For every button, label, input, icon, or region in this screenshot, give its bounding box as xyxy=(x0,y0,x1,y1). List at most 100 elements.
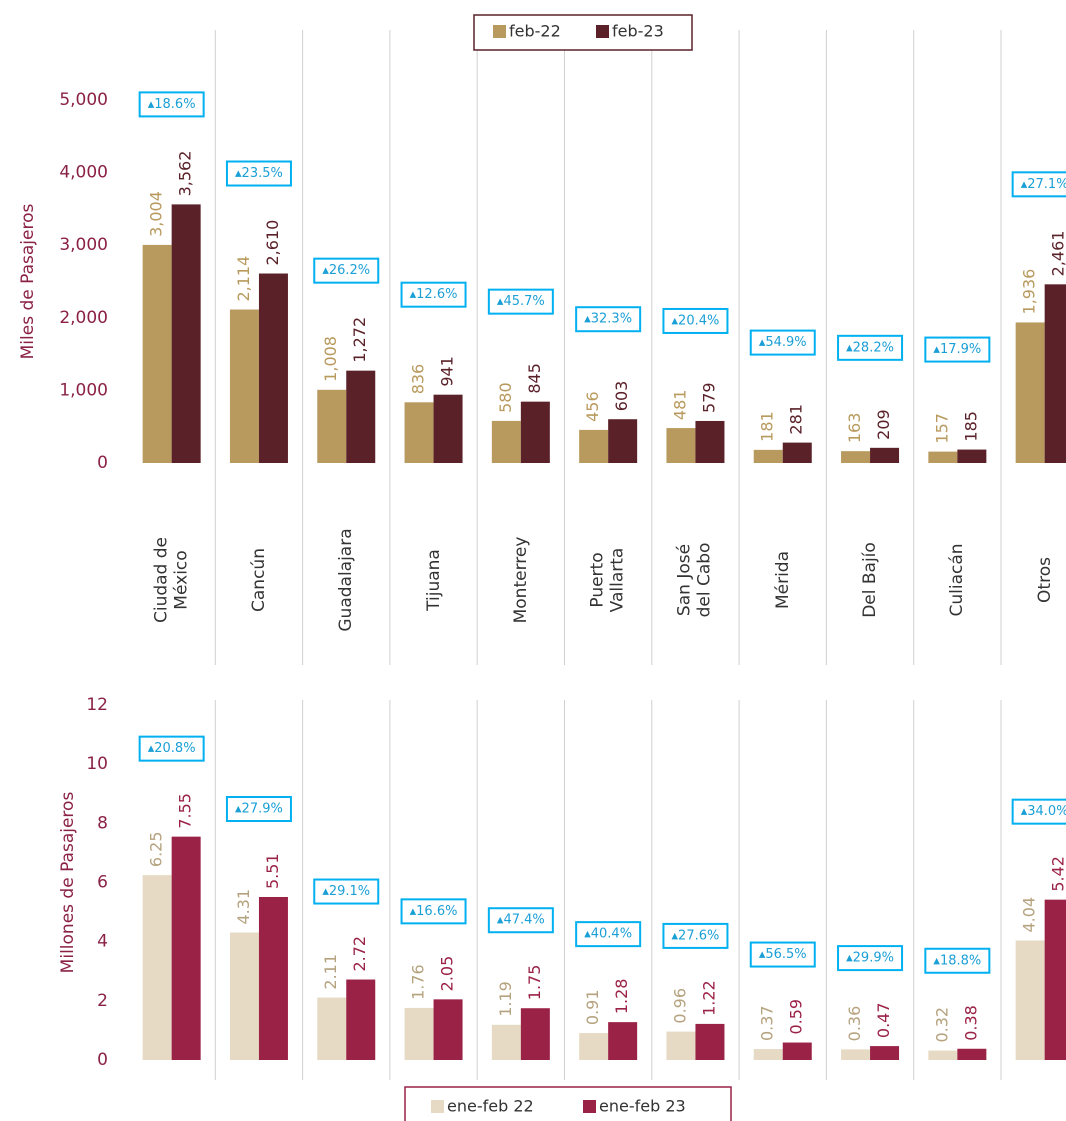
annotation-box xyxy=(575,921,642,948)
bar xyxy=(1044,284,1066,463)
y-tick-label: 8 xyxy=(97,813,108,833)
value-label: 0.32 xyxy=(932,1007,951,1043)
annotation-box xyxy=(138,91,205,118)
y-tick-label: 0 xyxy=(97,1050,108,1070)
legend-swatch xyxy=(583,1100,596,1113)
y-tick-label: 4,000 xyxy=(59,163,108,183)
legend-swatch xyxy=(493,25,506,38)
annotation-box xyxy=(400,898,467,925)
annotation-box xyxy=(225,160,292,187)
bar xyxy=(928,1050,958,1060)
annotation-box xyxy=(313,257,380,284)
bar xyxy=(782,442,812,463)
value-label: 3,562 xyxy=(176,151,195,197)
value-label: 456 xyxy=(583,391,602,422)
x-tick-label: Ciudad de México xyxy=(151,536,192,624)
value-label: 6.25 xyxy=(147,831,166,867)
annotation: ▴45.7% xyxy=(497,294,545,309)
x-tick-label: Cancún xyxy=(248,548,269,612)
annotation-box xyxy=(400,281,467,308)
annotation: ▴12.6% xyxy=(410,287,458,302)
annotation-box xyxy=(837,945,904,972)
legend-label: feb-23 xyxy=(612,22,664,41)
bar xyxy=(841,451,871,463)
value-label: 163 xyxy=(845,413,864,444)
bar xyxy=(841,1049,871,1060)
annotation: ▴56.5% xyxy=(759,947,807,962)
value-label: 1.28 xyxy=(612,979,631,1015)
y-tick-label: 6 xyxy=(97,873,108,893)
value-label: 0.36 xyxy=(845,1006,864,1042)
bar xyxy=(317,389,347,463)
bar xyxy=(433,999,463,1060)
annotation: ▴26.2% xyxy=(322,263,370,278)
bar xyxy=(317,997,347,1060)
annotation-box xyxy=(749,941,816,968)
annotation: ▴29.9% xyxy=(846,951,894,966)
annotation-box xyxy=(313,878,380,905)
value-label: 481 xyxy=(670,390,689,421)
annotation: ▴29.1% xyxy=(322,884,370,899)
bar xyxy=(229,309,259,463)
bar xyxy=(346,979,376,1060)
x-tick-label: San José del Cabo xyxy=(675,542,716,618)
annotation: ▴18.8% xyxy=(933,953,981,968)
bar xyxy=(957,1048,987,1060)
value-label: 4.31 xyxy=(234,889,253,925)
value-label: 181 xyxy=(758,411,777,442)
bar xyxy=(142,244,172,463)
annotation-box xyxy=(487,288,554,315)
x-tick-label: Culiacán xyxy=(947,543,968,617)
y-axis-title: Miles de Pasajeros xyxy=(18,204,38,360)
value-label: 2,461 xyxy=(1049,231,1066,277)
annotation: ▴27.9% xyxy=(235,801,283,816)
bar xyxy=(870,1046,900,1060)
annotation-box xyxy=(1011,171,1066,198)
value-label: 0.37 xyxy=(758,1005,777,1041)
value-label: 941 xyxy=(438,356,457,387)
annotation-box xyxy=(924,947,991,974)
bar xyxy=(608,1022,638,1060)
annotation: ▴18.6% xyxy=(148,97,196,112)
bar xyxy=(1044,899,1066,1060)
value-label: 0.96 xyxy=(670,988,689,1024)
annotation: ▴27.6% xyxy=(672,928,720,943)
legend-swatch xyxy=(596,25,609,38)
bar xyxy=(753,449,783,463)
y-axis-title: Millones de Pasajeros xyxy=(58,792,78,974)
bar xyxy=(957,449,987,463)
value-label: 209 xyxy=(874,409,893,440)
legend-box xyxy=(473,14,693,51)
annotation: ▴32.3% xyxy=(584,312,632,327)
annotation: ▴20.4% xyxy=(672,313,720,328)
value-label: 2.11 xyxy=(321,954,340,990)
value-label: 580 xyxy=(496,382,515,413)
value-label: 2,610 xyxy=(263,220,282,266)
value-label: 185 xyxy=(961,411,980,442)
y-tick-label: 2 xyxy=(97,991,108,1011)
value-label: 2.72 xyxy=(350,936,369,972)
x-tick-label: Del Bajío xyxy=(859,542,880,618)
value-label: 1,936 xyxy=(1020,269,1039,315)
value-label: 1.75 xyxy=(525,965,544,1001)
annotation-box xyxy=(749,329,816,356)
x-tick-label: Otros xyxy=(1034,557,1055,603)
value-label: 2.05 xyxy=(438,956,457,992)
bar xyxy=(491,420,521,463)
annotation: ▴40.4% xyxy=(584,927,632,942)
annotation: ▴28.2% xyxy=(846,340,894,355)
legend-swatch xyxy=(431,1100,444,1113)
annotation: ▴17.9% xyxy=(933,342,981,357)
annotation: ▴34.0% xyxy=(1021,804,1066,819)
value-label: 0.47 xyxy=(874,1002,893,1038)
annotation: ▴16.6% xyxy=(410,904,458,919)
x-tick-label: Guadalajara xyxy=(336,528,357,632)
value-label: 845 xyxy=(525,363,544,394)
y-tick-label: 12 xyxy=(86,695,108,715)
x-tick-label: Monterrey xyxy=(510,536,531,624)
bar xyxy=(520,401,550,463)
bar xyxy=(579,429,609,463)
value-label: 0.59 xyxy=(787,999,806,1035)
